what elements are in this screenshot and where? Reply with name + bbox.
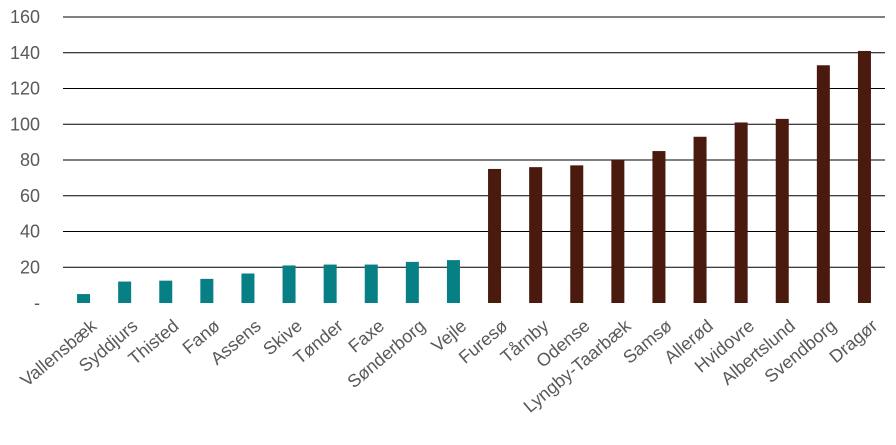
y-tick-label: 100	[10, 114, 40, 134]
bar-odense	[570, 165, 584, 303]
bar-svendborg	[816, 65, 830, 303]
y-tick-label: -	[34, 293, 40, 313]
bar-lyngby-taarbæk	[611, 160, 625, 303]
bar-hvidovre	[734, 122, 748, 304]
bar-vejle	[446, 260, 460, 303]
bars	[77, 50, 871, 304]
y-tick-label: 120	[10, 79, 40, 99]
x-tick-label: Dragør	[825, 316, 881, 367]
y-axis-tick-labels: - 20 40 60 80 100 120 140 160	[10, 7, 40, 313]
bar-dragør	[857, 50, 871, 304]
bar-samsø	[652, 151, 666, 303]
bar-skive	[282, 265, 296, 303]
bar-fanø	[200, 278, 214, 303]
bar-sønderborg	[405, 261, 419, 303]
bar-allerød	[693, 136, 707, 303]
gridlines	[63, 16, 885, 268]
bar-albertslund	[775, 118, 789, 303]
bar-vallensbæk	[77, 294, 91, 303]
bar-thisted	[159, 280, 173, 303]
y-tick-label: 60	[20, 186, 40, 206]
y-tick-label: 40	[20, 222, 40, 242]
y-tick-label: 80	[20, 150, 40, 170]
y-tick-label: 140	[10, 43, 40, 63]
bar-faxe	[364, 264, 378, 303]
x-axis-category-labels: VallensbækSyddjursThistedFanøAssensSkive…	[16, 315, 881, 417]
bar-tårnby	[529, 167, 543, 303]
y-tick-label: 20	[20, 257, 40, 277]
y-tick-label: 160	[10, 7, 40, 27]
bar-tønder	[323, 264, 337, 303]
bar-furesø	[488, 168, 502, 303]
bar-assens	[241, 273, 255, 303]
bar-syddjurs	[118, 281, 132, 303]
